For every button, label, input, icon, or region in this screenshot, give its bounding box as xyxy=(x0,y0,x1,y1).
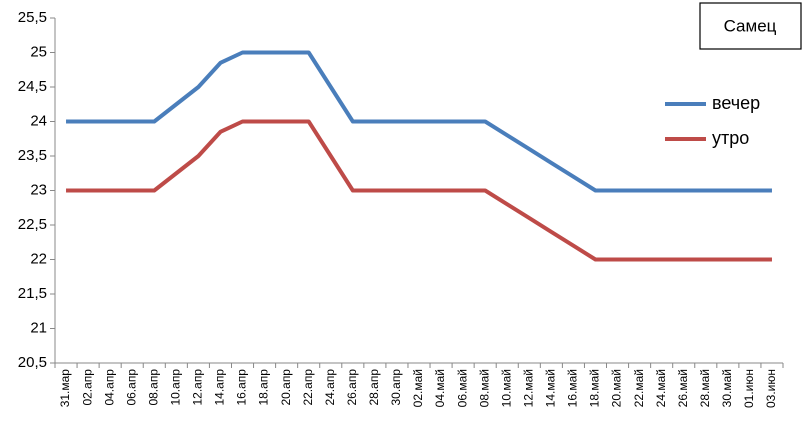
x-tick-label: 22.май xyxy=(632,369,646,407)
y-tick-label: 22,5 xyxy=(18,216,47,233)
y-tick-label: 20,5 xyxy=(18,354,47,371)
y-tick-label: 21 xyxy=(30,319,47,336)
x-tick-label: 14.апр xyxy=(213,369,227,406)
y-tick-label: 24 xyxy=(30,112,47,129)
y-tick-label: 23 xyxy=(30,181,47,198)
x-tick-label: 08.май xyxy=(477,369,491,407)
x-tick-label: 18.май xyxy=(588,369,602,407)
x-tick-label: 26.май xyxy=(676,369,690,407)
x-tick-label: 30.май xyxy=(720,369,734,407)
y-tick-label: 22 xyxy=(30,250,47,267)
series-line xyxy=(66,50,772,193)
y-tick-label: 23,5 xyxy=(18,147,47,164)
series-line xyxy=(66,119,772,262)
x-tick-label: 22.апр xyxy=(301,369,315,406)
x-tick-label: 06.май xyxy=(455,369,469,407)
x-tick-label: 08.апр xyxy=(146,369,160,406)
annotation: Самец xyxy=(724,16,777,35)
x-tick-label: 10.апр xyxy=(169,369,183,406)
x-tick-label: 12.апр xyxy=(191,369,205,406)
legend-label: вечер xyxy=(712,93,760,113)
x-tick-label: 14.май xyxy=(544,369,558,407)
x-tick-label: 04.май xyxy=(433,369,447,407)
x-tick-label: 06.апр xyxy=(124,369,138,406)
x-tick-label: 20.май xyxy=(610,369,624,407)
x-tick-label: 24.май xyxy=(654,369,668,407)
annotation-box xyxy=(699,2,802,50)
y-tick-label: 24,5 xyxy=(18,78,47,95)
x-tick-label: 28.апр xyxy=(367,369,381,406)
x-tick-label: 01.июн xyxy=(742,369,756,408)
x-tick-label: 12.май xyxy=(521,369,535,407)
legend-label: утро xyxy=(712,128,749,148)
x-tick-label: 02.апр xyxy=(80,369,94,406)
x-tick-label: 04.апр xyxy=(102,369,116,406)
y-tick-label: 21,5 xyxy=(18,285,47,302)
y-tick-label: 25 xyxy=(30,43,47,60)
x-tick-label: 16.апр xyxy=(235,369,249,406)
x-tick-label: 28.май xyxy=(698,369,712,407)
x-tick-label: 10.май xyxy=(499,369,513,407)
x-tick-label: 20.апр xyxy=(279,369,293,406)
x-tick-label: 02.май xyxy=(411,369,425,407)
x-tick-label: 31.мар xyxy=(58,369,72,408)
x-tick-label: 24.апр xyxy=(323,369,337,406)
y-tick-label: 25,5 xyxy=(18,9,47,26)
x-tick-label: 26.апр xyxy=(345,369,359,406)
x-tick-label: 16.май xyxy=(566,369,580,407)
x-tick-label: 18.апр xyxy=(257,369,271,406)
x-tick-label: 30.апр xyxy=(389,369,403,406)
x-tick-label: 03.июн xyxy=(764,369,778,408)
